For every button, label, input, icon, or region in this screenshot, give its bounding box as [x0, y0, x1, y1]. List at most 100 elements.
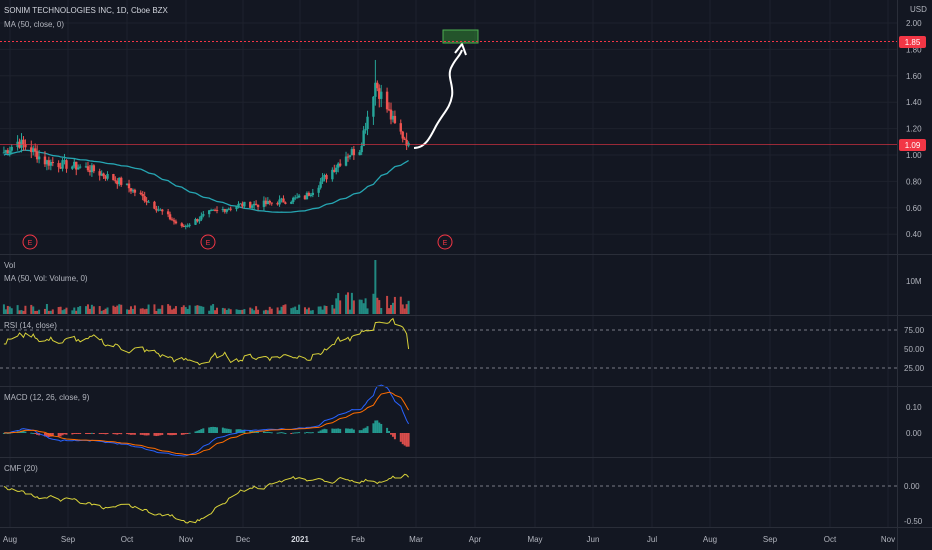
symbol-title[interactable]: SONIM TECHNOLOGIES INC, 1D, Cboe BZX	[4, 6, 169, 15]
macd-indicator: 0.10 0.00	[2, 384, 922, 457]
candle-body	[270, 202, 273, 204]
macd-histogram-bar	[102, 433, 105, 434]
macd-histogram-bar	[129, 433, 132, 435]
volume-bar	[405, 304, 408, 314]
candle-body	[323, 175, 326, 178]
candle-body	[131, 189, 135, 192]
rsi-title[interactable]: RSI (14, close)	[4, 321, 57, 330]
macd-histogram-bar	[90, 432, 93, 434]
time-tick-label: Oct	[121, 535, 134, 544]
candle-body	[170, 219, 174, 221]
candle-body	[37, 156, 41, 160]
macd-histogram-bar	[116, 433, 119, 435]
price-tick-label: 2.00	[906, 19, 922, 28]
volume-title[interactable]: Vol	[4, 261, 15, 270]
volume-bar	[364, 298, 367, 314]
candle-body	[294, 197, 297, 199]
candle-body	[168, 214, 172, 220]
candle-body	[250, 205, 254, 208]
volume-bar	[188, 305, 191, 314]
earnings-marker[interactable]	[437, 234, 453, 250]
volume-bar	[225, 309, 228, 314]
candle-body	[147, 201, 150, 203]
earnings-marker[interactable]	[22, 234, 38, 250]
price-tick-label: 0.80	[906, 177, 922, 186]
cmf-line: 0.00 -0.50	[0, 473, 923, 526]
candle-body	[256, 204, 260, 207]
macd-histogram-bar	[317, 431, 320, 433]
candle-body	[338, 163, 342, 166]
macd-histogram-bar	[143, 433, 146, 436]
candle-body	[188, 224, 191, 226]
volume-bar	[335, 298, 338, 314]
macd-histogram-bar	[159, 433, 162, 436]
macd-histogram-bar	[325, 429, 328, 433]
candle-body	[57, 163, 60, 168]
macd-histogram-bar	[346, 428, 349, 433]
currency-label: USD	[910, 5, 927, 14]
cmf-title[interactable]: CMF (20)	[4, 464, 38, 473]
volume-bar	[194, 305, 197, 314]
candle-body	[309, 195, 313, 197]
volume-bar	[30, 304, 33, 314]
volume-bar	[305, 309, 308, 314]
volume-bar	[45, 304, 48, 314]
volume-bar	[18, 310, 21, 314]
volume-bar	[100, 310, 103, 314]
volume-bar	[198, 305, 201, 314]
volume-bar	[98, 306, 101, 314]
candle-body	[141, 194, 144, 197]
macd-histogram-bar	[43, 433, 46, 437]
macd-histogram-bar	[376, 420, 379, 433]
volume-bar	[155, 310, 158, 314]
volume-bar	[311, 310, 314, 314]
volume-bar	[59, 306, 62, 314]
volume-bar	[186, 308, 189, 314]
macd-histogram-bar	[212, 426, 215, 433]
volume-ma-legend[interactable]: MA (50, Vol: Volume, 0)	[4, 274, 88, 283]
volume-bar	[255, 306, 258, 314]
candle-body	[387, 109, 391, 111]
macd-histogram-bar	[112, 433, 115, 435]
macd-histogram-bar	[403, 433, 406, 446]
candle-body	[84, 166, 88, 168]
candle-body	[362, 130, 365, 147]
candle-body	[10, 146, 13, 151]
candle-body	[125, 183, 129, 185]
candle-body	[194, 219, 197, 225]
volume-bar	[77, 307, 80, 314]
macd-histogram-bar	[92, 433, 95, 434]
macd-histogram-bar	[305, 432, 308, 434]
macd-histogram-bar	[290, 433, 293, 434]
macd-histogram-bar	[153, 433, 156, 436]
macd-histogram-bar	[268, 432, 271, 434]
candle-body	[116, 181, 119, 185]
candle-body	[207, 210, 211, 215]
macd-histogram-bar	[249, 430, 252, 433]
macd-histogram-bar	[225, 428, 228, 433]
time-tick-label: Aug	[3, 535, 17, 544]
ma-legend[interactable]: MA (50, close, 0)	[4, 20, 64, 29]
earnings-marker[interactable]	[200, 234, 216, 250]
volume-bar	[270, 308, 273, 314]
volume-bar	[345, 294, 348, 314]
volume-bar	[348, 309, 351, 314]
time-tick-label: Jul	[647, 535, 657, 544]
macd-histogram-bar	[366, 426, 369, 433]
volume-bar	[257, 309, 260, 314]
price-projection-drawing	[413, 29, 479, 149]
volume-bar	[307, 307, 310, 314]
volume-bar	[129, 306, 132, 314]
volume-bar	[278, 310, 281, 314]
candle-body	[153, 201, 156, 209]
macd-histogram-bar	[57, 433, 60, 437]
candle-body	[239, 203, 242, 205]
macd-tick-label: 0.00	[906, 429, 922, 438]
candle-body	[49, 161, 53, 166]
grid-lines	[0, 0, 897, 528]
moving-average-line	[3, 149, 409, 213]
macd-histogram-bar	[161, 433, 164, 435]
volume-bar	[22, 310, 25, 314]
macd-title[interactable]: MACD (12, 26, close, 9)	[4, 393, 90, 402]
